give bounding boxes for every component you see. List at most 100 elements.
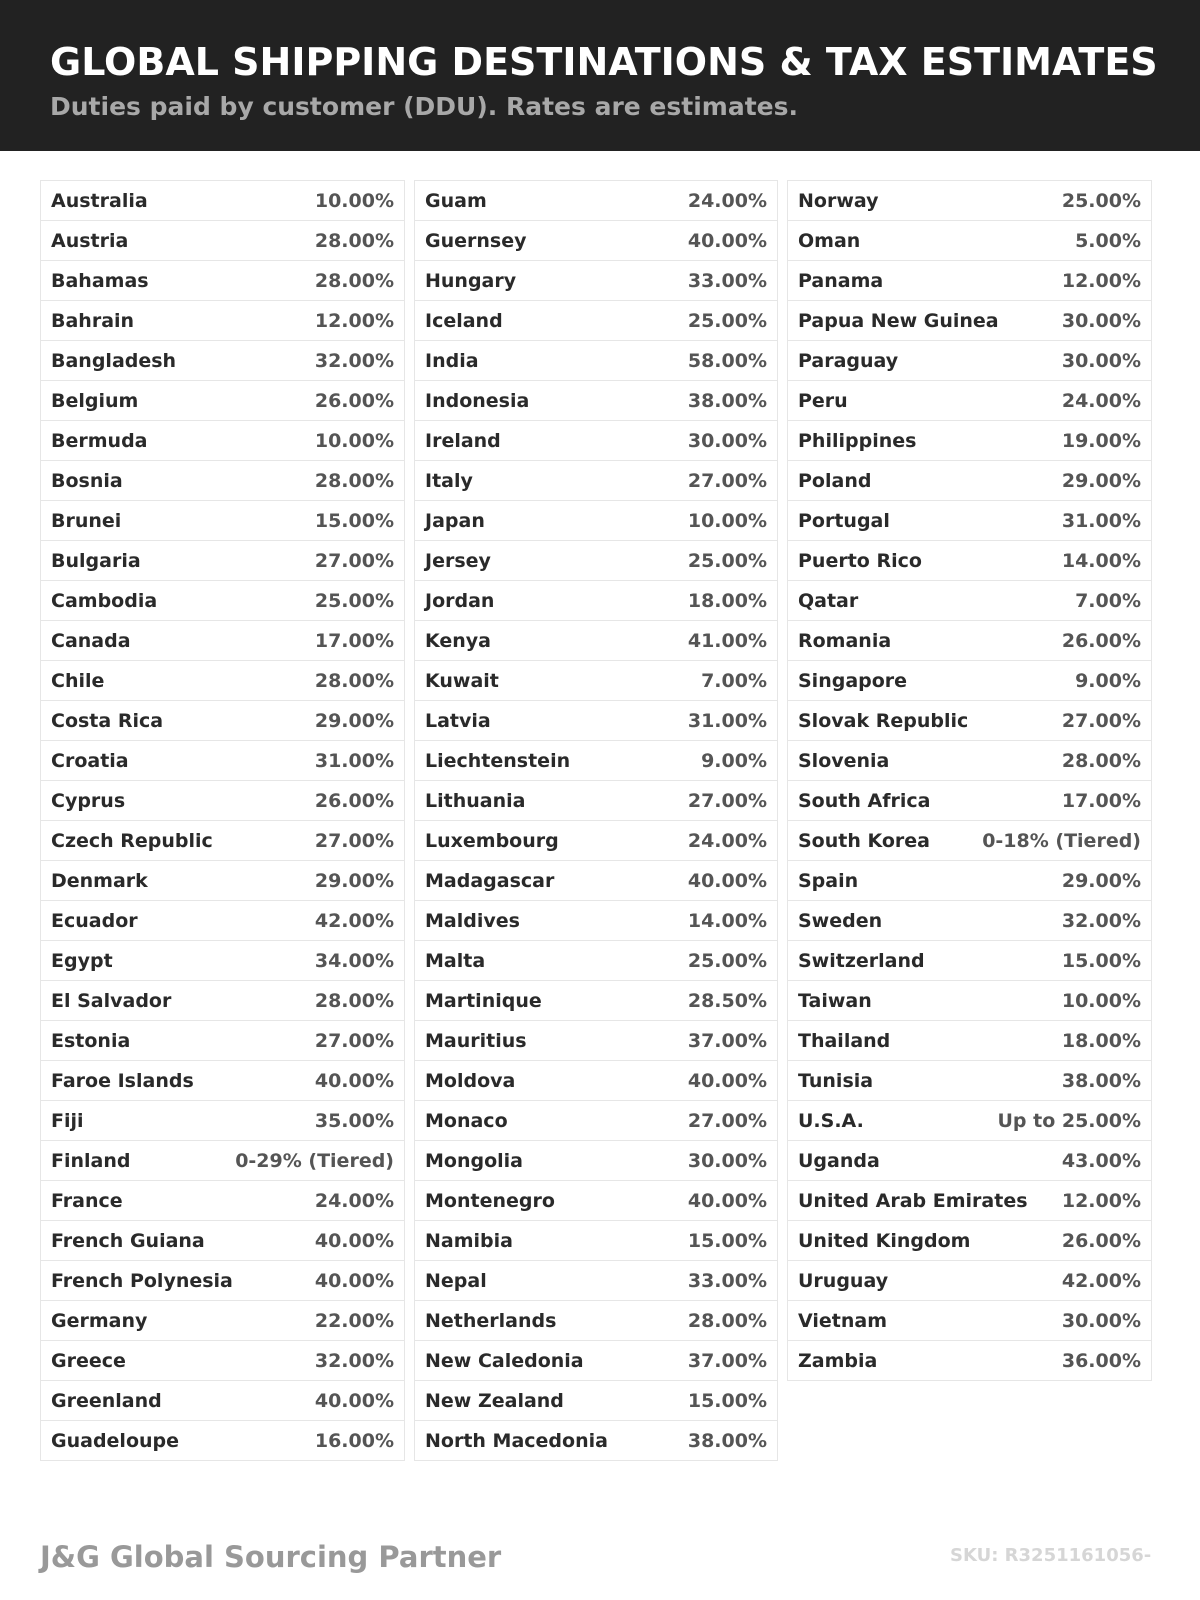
country-name: Monaco: [425, 1109, 508, 1132]
tax-rate: 27.00%: [314, 549, 394, 572]
country-name: Germany: [51, 1309, 148, 1332]
country-name: Denmark: [51, 869, 148, 892]
table-row: Greece 32.00%: [41, 1341, 404, 1381]
table-row: Martinique 28.50%: [415, 981, 777, 1021]
table-row: Czech Republic 27.00%: [41, 821, 404, 861]
country-name: Greece: [51, 1349, 126, 1372]
country-name: French Polynesia: [51, 1269, 233, 1292]
table-row: Faroe Islands 40.00%: [41, 1061, 404, 1101]
tax-rate: 14.00%: [1061, 549, 1141, 572]
table-row: Japan 10.00%: [415, 501, 777, 541]
tax-rate: 40.00%: [314, 1389, 394, 1412]
sku-label: SKU: R3251161056-: [950, 1545, 1152, 1566]
country-name: Greenland: [51, 1389, 162, 1412]
country-name: India: [425, 349, 479, 372]
tax-rate: 37.00%: [687, 1349, 767, 1372]
tax-rate: 40.00%: [314, 1269, 394, 1292]
country-name: Cyprus: [51, 789, 126, 812]
country-name: Vietnam: [798, 1309, 887, 1332]
table-row: Guadeloupe 16.00%: [41, 1421, 404, 1461]
table-row: Jersey 25.00%: [415, 541, 777, 581]
table-row: Guernsey 40.00%: [415, 221, 777, 261]
tax-rate: 24.00%: [314, 1189, 394, 1212]
country-name: Kuwait: [425, 669, 499, 692]
tax-rate: 40.00%: [687, 869, 767, 892]
country-name: Panama: [798, 269, 884, 292]
tax-rate: 26.00%: [1061, 629, 1141, 652]
tax-rate: 29.00%: [1061, 869, 1141, 892]
table-row: Bulgaria 27.00%: [41, 541, 404, 581]
table-row: Estonia 27.00%: [41, 1021, 404, 1061]
table-row: Slovenia 28.00%: [788, 741, 1151, 781]
table-row: Mauritius 37.00%: [415, 1021, 777, 1061]
tax-rate: 32.00%: [1061, 909, 1141, 932]
country-name: Romania: [798, 629, 892, 652]
tax-rate: 27.00%: [1061, 709, 1141, 732]
tax-rate: 18.00%: [1061, 1029, 1141, 1052]
tax-rate: 25.00%: [314, 589, 394, 612]
country-name: Chile: [51, 669, 105, 692]
tax-rate: 26.00%: [1061, 1229, 1141, 1252]
tax-rate: 40.00%: [687, 229, 767, 252]
country-name: Papua New Guinea: [798, 309, 999, 332]
tax-rate: 58.00%: [687, 349, 767, 372]
country-name: Costa Rica: [51, 709, 164, 732]
country-name: Madagascar: [425, 869, 555, 892]
table-row: Montenegro 40.00%: [415, 1181, 777, 1221]
table-row: Cyprus 26.00%: [41, 781, 404, 821]
country-name: Tunisia: [798, 1069, 874, 1092]
table-row: Croatia 31.00%: [41, 741, 404, 781]
table-row: Paraguay 30.00%: [788, 341, 1151, 381]
table-row: Greenland 40.00%: [41, 1381, 404, 1421]
table-row: Monaco 27.00%: [415, 1101, 777, 1141]
tax-rate: 36.00%: [1061, 1349, 1141, 1372]
page-subtitle: Duties paid by customer (DDU). Rates are…: [50, 92, 798, 121]
country-name: New Zealand: [425, 1389, 564, 1412]
tax-rate: 27.00%: [687, 1109, 767, 1132]
country-name: Moldova: [425, 1069, 516, 1092]
tax-rate: 38.00%: [687, 389, 767, 412]
tax-rate: 15.00%: [687, 1389, 767, 1412]
country-name: North Macedonia: [425, 1429, 608, 1452]
tax-rate: 40.00%: [687, 1069, 767, 1092]
table-row: Hungary 33.00%: [415, 261, 777, 301]
country-name: Jordan: [425, 589, 495, 612]
country-name: Paraguay: [798, 349, 899, 372]
tax-rate: 9.00%: [701, 749, 767, 772]
country-name: Thailand: [798, 1029, 891, 1052]
table-row: Switzerland 15.00%: [788, 941, 1151, 981]
tax-rate: 27.00%: [314, 829, 394, 852]
table-row: Nepal 33.00%: [415, 1261, 777, 1301]
table-row: Kenya 41.00%: [415, 621, 777, 661]
tax-rate: 22.00%: [314, 1309, 394, 1332]
country-name: Luxembourg: [425, 829, 559, 852]
tax-rate: 16.00%: [314, 1429, 394, 1452]
country-name: Sweden: [798, 909, 883, 932]
page-title: GLOBAL SHIPPING DESTINATIONS & TAX ESTIM…: [50, 40, 1158, 84]
tax-rate: 30.00%: [687, 429, 767, 452]
tax-rate: 42.00%: [314, 909, 394, 932]
tax-rate: 31.00%: [314, 749, 394, 772]
table-row: Madagascar 40.00%: [415, 861, 777, 901]
tax-rate: 31.00%: [687, 709, 767, 732]
table-row: Romania 26.00%: [788, 621, 1151, 661]
tax-rate: 5.00%: [1075, 229, 1141, 252]
table-row: Italy 27.00%: [415, 461, 777, 501]
country-name: Netherlands: [425, 1309, 557, 1332]
country-name: Bulgaria: [51, 549, 141, 572]
country-name: Canada: [51, 629, 131, 652]
country-name: Peru: [798, 389, 848, 412]
table-row: Lithuania 27.00%: [415, 781, 777, 821]
tax-rate: 40.00%: [314, 1069, 394, 1092]
country-name: Guadeloupe: [51, 1429, 180, 1452]
tax-rate: 18.00%: [687, 589, 767, 612]
tax-rate: 25.00%: [687, 949, 767, 972]
country-name: Bahamas: [51, 269, 149, 292]
country-name: South Korea: [798, 829, 931, 852]
country-name: Iceland: [425, 309, 503, 332]
country-name: Hungary: [425, 269, 517, 292]
table-row: Brunei 15.00%: [41, 501, 404, 541]
table-row: Panama 12.00%: [788, 261, 1151, 301]
country-name: Estonia: [51, 1029, 131, 1052]
rates-column-3: Norway 25.00% Oman 5.00% Panama 12.00% Papua N…: [787, 180, 1152, 1381]
